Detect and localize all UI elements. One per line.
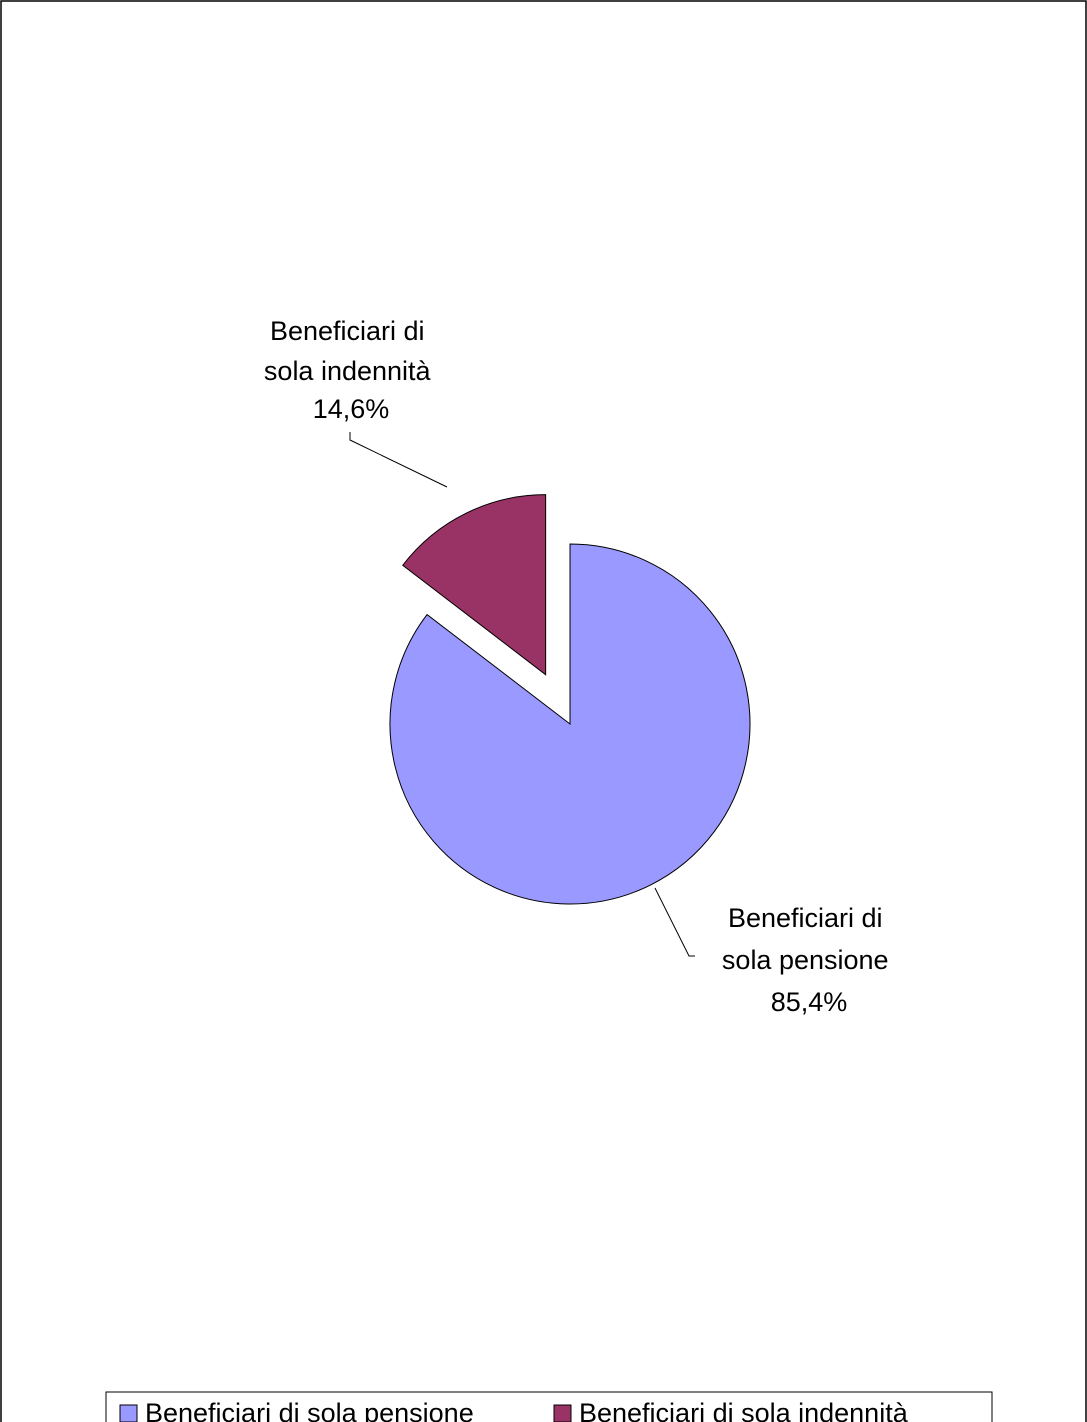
data-label-indemnity: Beneficiari di sola indennità 14,6% (264, 316, 438, 424)
legend-label-pension: Beneficiari di sola pensione (145, 1398, 474, 1422)
legend: Beneficiari di sola pensione Beneficiari… (106, 1392, 992, 1422)
legend-label-indemnity: Beneficiari di sola indennità (579, 1398, 909, 1422)
data-label-pension: Beneficiari di sola pensione 85,4% (722, 903, 896, 1017)
legend-swatch-indemnity (554, 1405, 571, 1422)
leader-line-pension (655, 888, 695, 956)
legend-swatch-pension (120, 1405, 137, 1422)
leader-line-indemnity (350, 432, 447, 487)
pie-slice-pension (390, 544, 750, 904)
